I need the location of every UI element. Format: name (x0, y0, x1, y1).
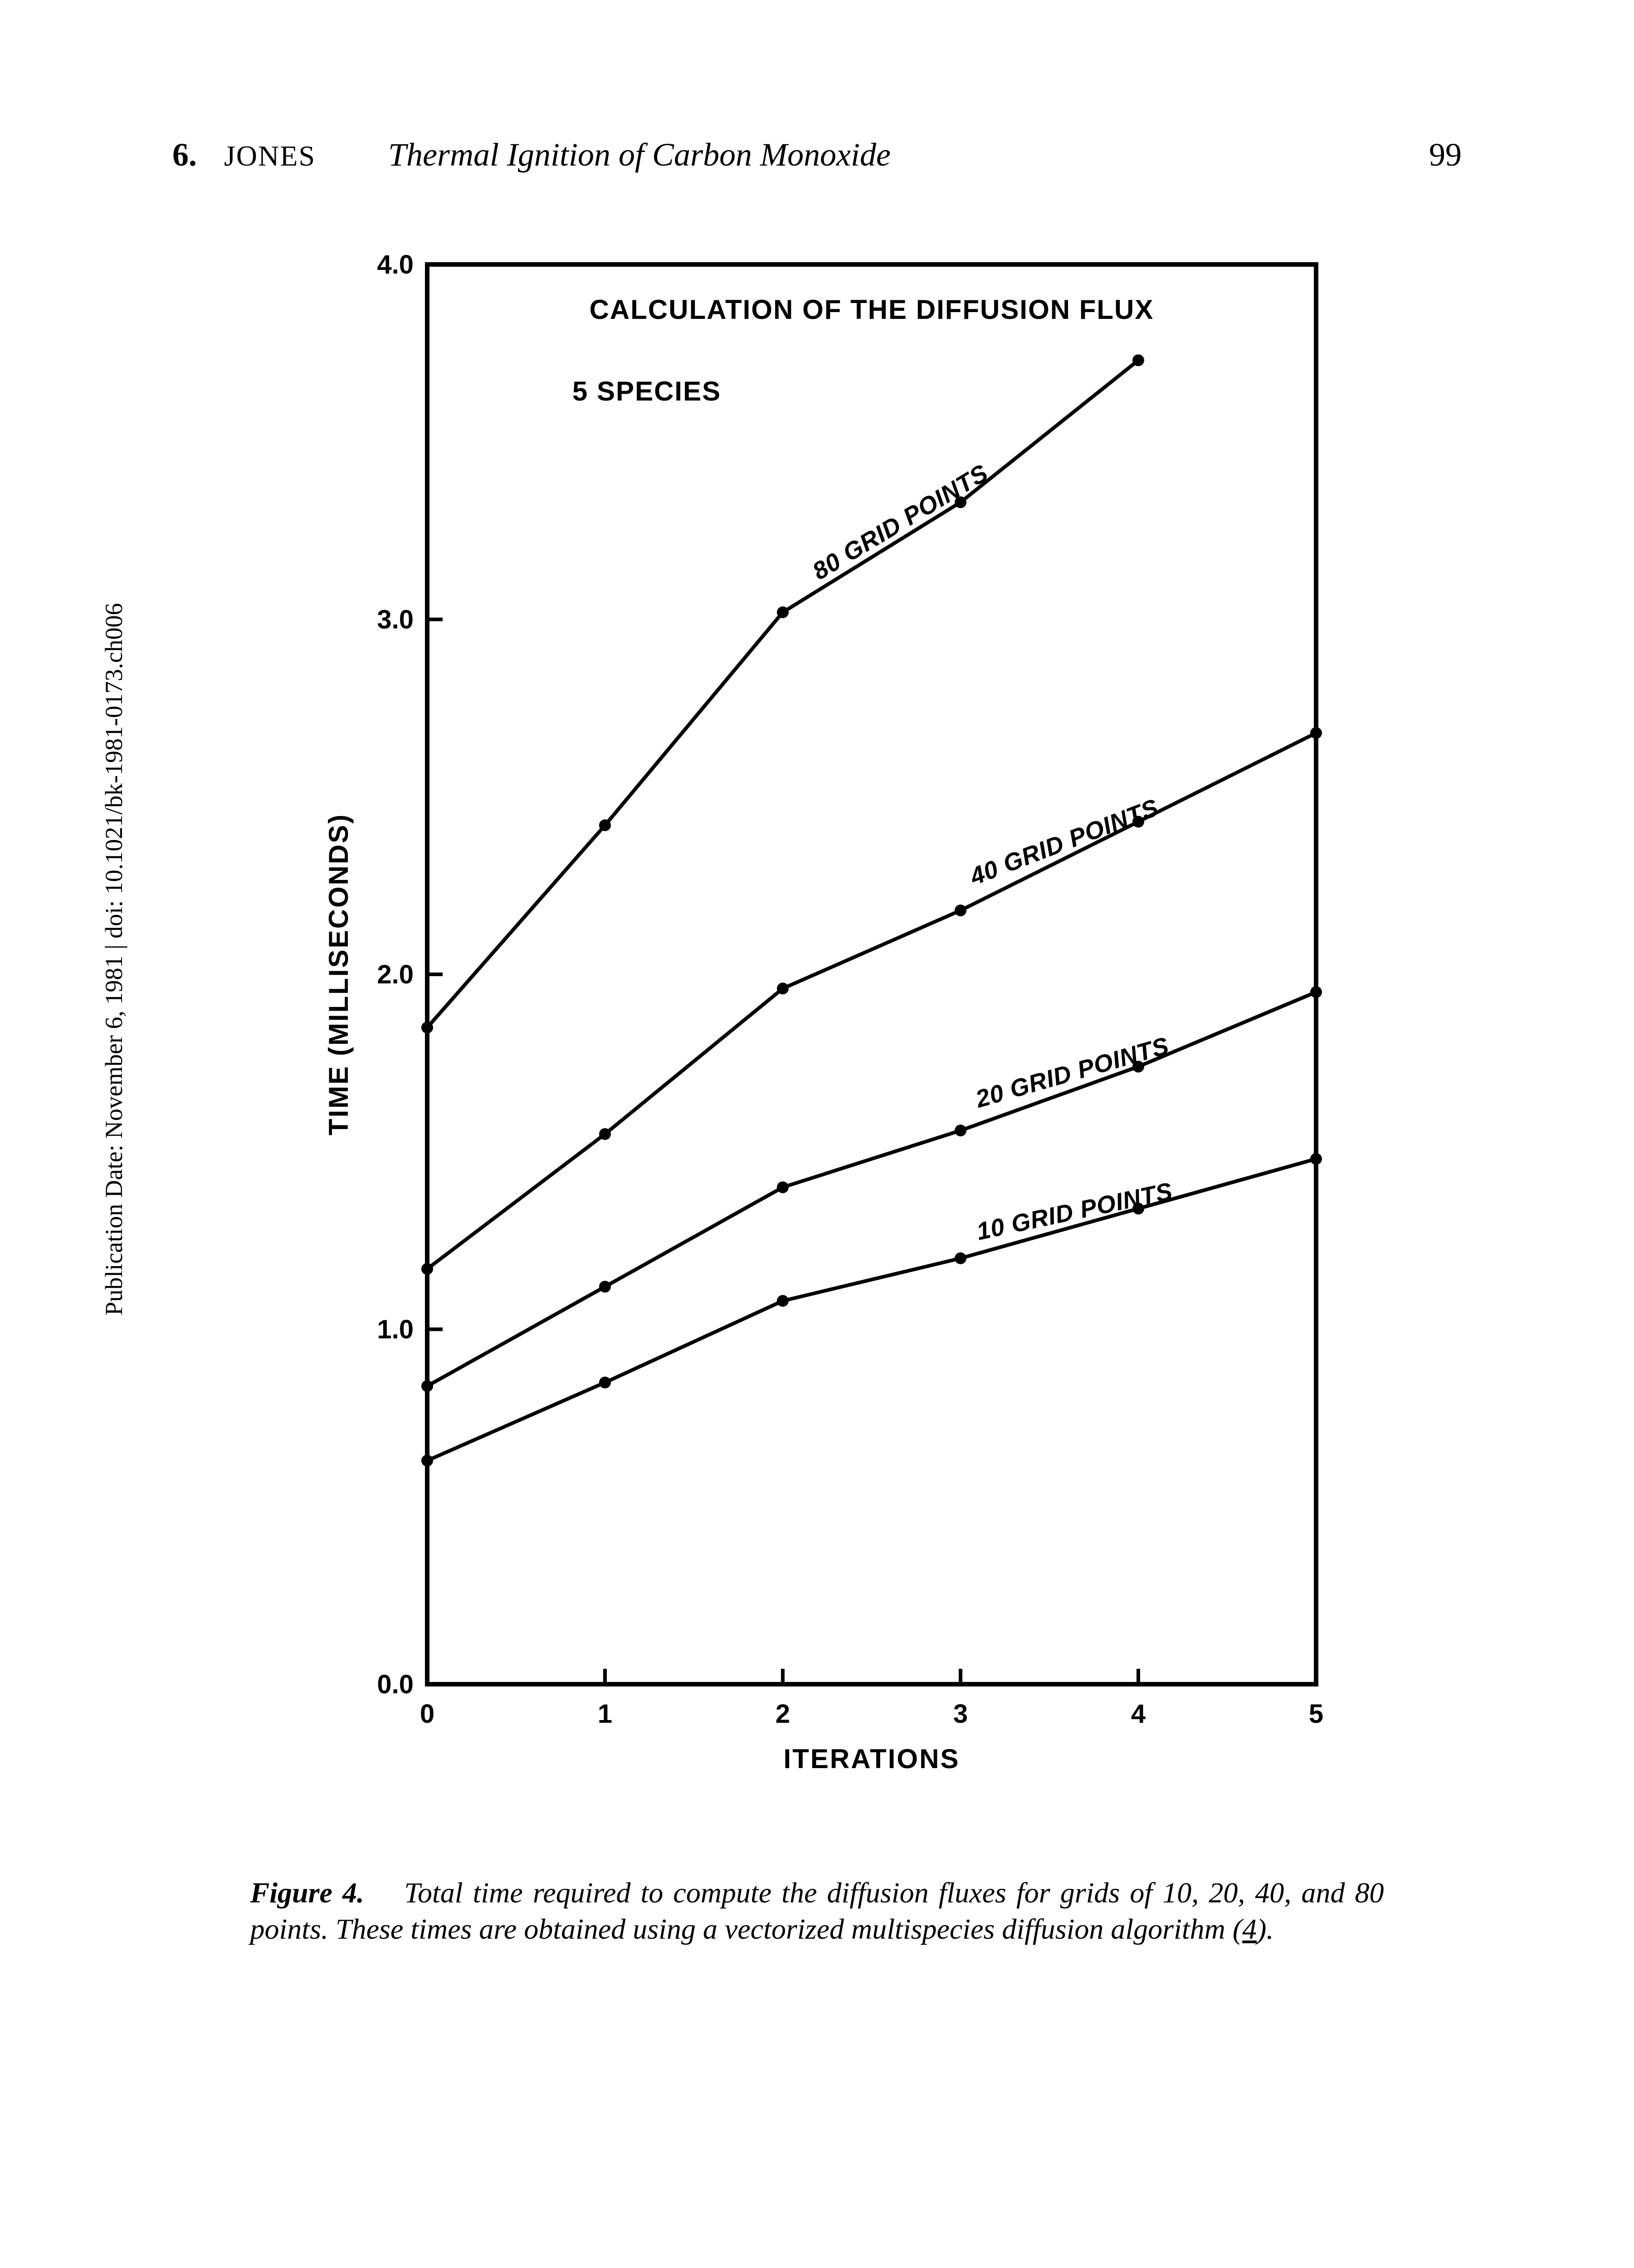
svg-text:ITERATIONS: ITERATIONS (783, 1744, 960, 1774)
publication-info-sidebar: Publication Date: November 6, 1981 | doi… (100, 603, 128, 1315)
page-header: 6. JONES Thermal Ignition of Carbon Mono… (172, 136, 1462, 174)
svg-text:3: 3 (953, 1699, 967, 1729)
svg-text:2: 2 (775, 1699, 790, 1729)
page: 6. JONES Thermal Ignition of Carbon Mono… (0, 0, 1634, 2268)
svg-text:5 SPECIES: 5 SPECIES (572, 376, 721, 406)
svg-text:4.0: 4.0 (377, 250, 414, 279)
figure-caption: Figure 4. Total time required to compute… (250, 1875, 1384, 1947)
caption-text: Total time required to compute the diffu… (250, 1877, 1384, 1945)
svg-text:4: 4 (1131, 1699, 1145, 1729)
svg-text:2.0: 2.0 (377, 960, 414, 989)
svg-text:20 GRID POINTS: 20 GRID POINTS (972, 1032, 1172, 1113)
author-name: JONES (224, 139, 316, 173)
chart-container: 0 1 2 3 4 5 0.0 1.0 2.0 3.0 4.0 ITERATIONS TIME (MIL… (172, 228, 1462, 1816)
svg-text:5: 5 (1308, 1699, 1323, 1729)
svg-text:10 GRID POINTS: 10 GRID POINTS (974, 1178, 1175, 1246)
header-left: 6. JONES Thermal Ignition of Carbon Mono… (172, 136, 891, 174)
svg-text:0: 0 (419, 1699, 434, 1729)
paper-title: Thermal Ignition of Carbon Monoxide (388, 136, 891, 174)
svg-text:TIME (MILLISECONDS): TIME (MILLISECONDS) (323, 813, 354, 1135)
svg-text:0.0: 0.0 (377, 1670, 414, 1699)
chapter-number: 6. (172, 136, 197, 174)
diffusion-flux-chart: 0 1 2 3 4 5 0.0 1.0 2.0 3.0 4.0 ITERATIONS TIME (MIL… (300, 228, 1334, 1816)
svg-text:40 GRID POINTS: 40 GRID POINTS (966, 794, 1162, 891)
svg-text:1: 1 (597, 1699, 612, 1729)
svg-text:CALCULATION OF THE DIFFUSIO: CALCULATION OF THE DIFFUSION FLUX (589, 294, 1154, 325)
svg-text:1.0: 1.0 (377, 1315, 414, 1344)
svg-text:3.0: 3.0 (377, 605, 414, 635)
figure-label: Figure 4. (250, 1877, 364, 1909)
page-number: 99 (1429, 136, 1462, 174)
svg-text:80 GRID POINTS: 80 GRID POINTS (808, 459, 993, 585)
